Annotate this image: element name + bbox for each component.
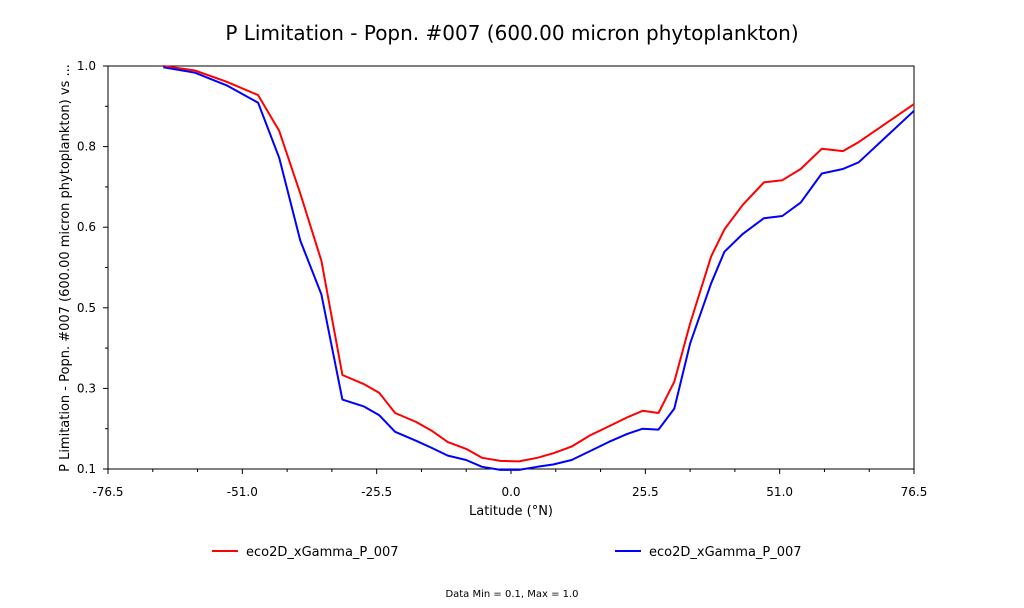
- x-axis: -76.5 -51.0 -25.5 0.0 25.5 51.0 76.5: [92, 469, 927, 499]
- x-tick-label: -25.5: [361, 485, 392, 499]
- legend: eco2D_xGamma_P_007 eco2D_xGamma_P_007: [212, 545, 802, 560]
- x-tick-label: -51.0: [227, 485, 258, 499]
- y-tick-label: 0.8: [77, 140, 96, 154]
- y-tick-label: 0.5: [77, 301, 96, 315]
- y-tick-label: 0.6: [77, 220, 96, 234]
- x-tick-label: 76.5: [901, 485, 928, 499]
- x-tick-label: 0.0: [501, 485, 520, 499]
- legend-label: eco2D_xGamma_P_007: [246, 545, 399, 560]
- y-axis-label: P Limitation - Popn. #007 (600.00 micron…: [58, 64, 73, 472]
- chart-title: P Limitation - Popn. #007 (600.00 micron…: [225, 21, 798, 45]
- series-layer: [163, 65, 915, 471]
- x-tick-label: 51.0: [766, 485, 793, 499]
- y-axis: 0.1 0.3 0.5 0.6 0.8 1.0: [77, 59, 108, 476]
- x-tick-label: 25.5: [632, 485, 659, 499]
- series-line-1: [163, 65, 915, 463]
- x-tick-label: -76.5: [92, 485, 123, 499]
- x-axis-label: Latitude (°N): [469, 504, 553, 519]
- plot-frame: [107, 65, 915, 470]
- legend-label: eco2D_xGamma_P_007: [649, 545, 802, 560]
- y-tick-label: 0.1: [77, 462, 96, 476]
- y-tick-label: 1.0: [77, 59, 96, 73]
- series-line-2: [163, 66, 915, 471]
- y-tick-label: 0.3: [77, 381, 96, 395]
- data-range-footnote: Data Min = 0.1, Max = 1.0: [445, 589, 578, 600]
